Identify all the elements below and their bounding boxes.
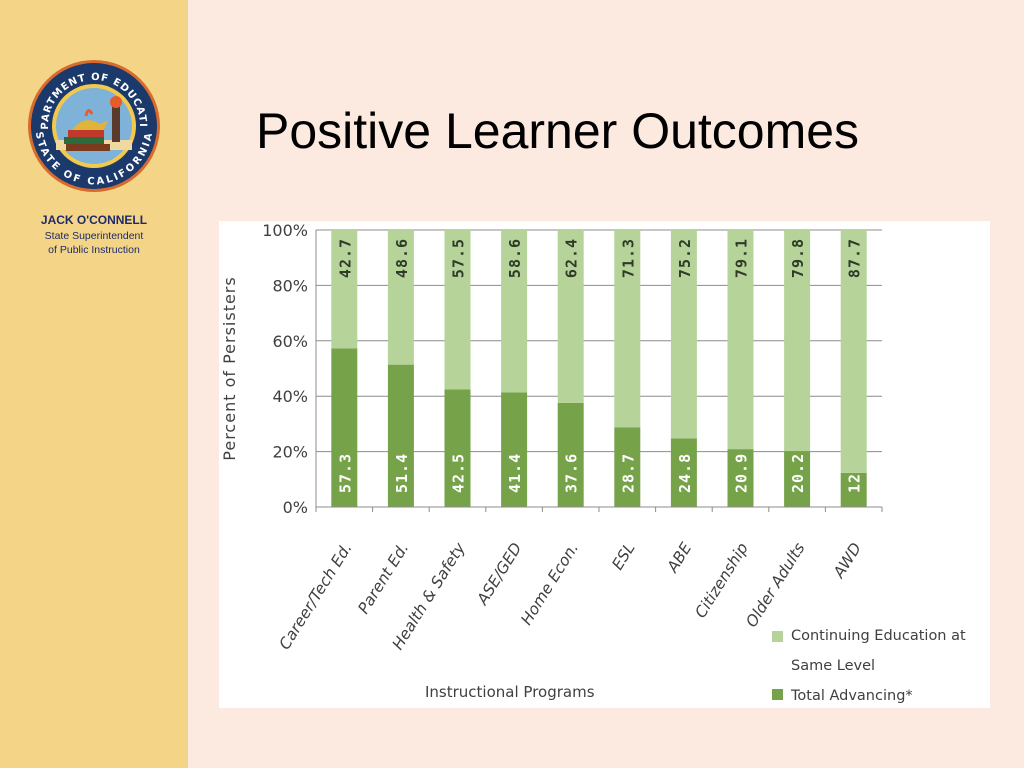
data-label-continuing: 42.7: [336, 238, 354, 278]
y-tick-label: 40%: [272, 387, 308, 406]
bar-advancing-awd: [840, 472, 867, 507]
bar-advancing-career-tech-ed: [331, 348, 358, 507]
data-label-advancing: 20.2: [789, 453, 807, 493]
y-axis-title: Percent of Persisters: [220, 276, 239, 460]
x-tick-label: Older Adults: [742, 540, 808, 631]
y-tick-label: 20%: [272, 443, 308, 462]
legend-label-advancing: Total Advancing*: [791, 688, 913, 704]
bar-advancing-health-safety: [444, 389, 471, 507]
bar-advancing-older-adults: [784, 451, 811, 507]
x-tick-label: AWD: [829, 540, 865, 582]
y-tick-label: 60%: [272, 332, 308, 351]
x-tick-label: Career/Tech Ed.: [276, 540, 356, 653]
bar-continuing-ase-ged: [501, 230, 528, 393]
data-label-advancing: 41.4: [506, 453, 524, 493]
slide-title: Positive Learner Outcomes: [256, 103, 860, 159]
bar-continuing-abe: [670, 230, 697, 439]
bar-advancing-citizenship: [727, 449, 754, 507]
data-label-advancing: 24.8: [676, 453, 694, 493]
bar-continuing-health-safety: [444, 230, 471, 390]
bar-continuing-awd: [840, 230, 867, 473]
stacked-bar-chart: 0% 20% 40% 60% 80% 100% Percent of Persisters 5…: [220, 221, 883, 653]
x-tick-label: Citizenship: [692, 539, 752, 621]
legend-label-continuing: Continuing Education at Same Level: [791, 621, 991, 681]
x-tick-label: Home Econ.: [517, 540, 582, 629]
chart-panel: 0% 20% 40% 60% 80% 100% Percent of Persisters 5…: [219, 221, 990, 708]
bar-continuing-citizenship: [727, 230, 754, 450]
data-label-continuing: 71.3: [619, 238, 637, 278]
sidebar: DEPARTMENT OF EDUCATION STATE OF CALIFOR…: [0, 0, 188, 768]
superintendent-title-line-1: State Superintendent: [44, 230, 144, 242]
bar-advancing-ase-ged: [501, 392, 528, 507]
data-label-continuing: 48.6: [393, 238, 411, 278]
bar-advancing-abe: [670, 438, 697, 507]
data-label-continuing: 62.4: [563, 238, 581, 278]
data-label-continuing: 57.5: [450, 238, 468, 278]
data-label-advancing: 51.4: [393, 453, 411, 493]
data-label-continuing: 79.1: [733, 238, 751, 278]
bar-advancing-parent-ed: [387, 364, 414, 507]
y-tick-label: 80%: [272, 276, 308, 295]
data-label-advancing: 28.7: [619, 453, 637, 493]
legend-label-continuing-line-1: Continuing Education at: [791, 628, 966, 644]
data-label-continuing: 79.8: [789, 238, 807, 278]
bar-continuing-older-adults: [784, 230, 811, 452]
bar-advancing-esl: [614, 427, 641, 507]
data-label-advancing: 20.9: [733, 453, 751, 493]
data-label-continuing: 87.7: [846, 238, 864, 278]
x-tick-label: ESL: [608, 540, 638, 574]
x-tick-label: ABE: [663, 539, 695, 576]
y-tick-label: 0%: [283, 498, 308, 517]
y-tick-label: 100%: [262, 221, 308, 240]
superintendent-title-line-2: of Public Instruction: [48, 244, 140, 256]
x-axis-label: Instructional Programs: [425, 683, 595, 701]
bar-advancing-home-econ: [557, 402, 584, 507]
superintendent-name: JACK O'CONNELL: [40, 213, 148, 227]
data-label-continuing: 75.2: [676, 238, 694, 278]
bar-continuing-esl: [614, 230, 641, 428]
bar-continuing-home-econ: [557, 230, 584, 403]
legend-label-continuing-line-2: Same Level: [791, 658, 876, 674]
data-label-advancing: 57.3: [336, 453, 354, 493]
bar-continuing-career-tech-ed: [331, 230, 358, 349]
bar-continuing-parent-ed: [387, 230, 414, 365]
legend-swatch-advancing: [772, 689, 783, 700]
department-seal-logo: DEPARTMENT OF EDUCATION STATE OF CALIFOR…: [26, 58, 160, 192]
data-label-advancing: 42.5: [450, 453, 468, 493]
data-label-continuing: 58.6: [506, 238, 524, 278]
x-tick-label: ASE/GED: [473, 540, 525, 609]
data-label-advancing: 37.6: [563, 453, 581, 493]
x-tick-label: Parent Ed.: [355, 540, 413, 618]
legend-swatch-continuing: [772, 631, 783, 642]
